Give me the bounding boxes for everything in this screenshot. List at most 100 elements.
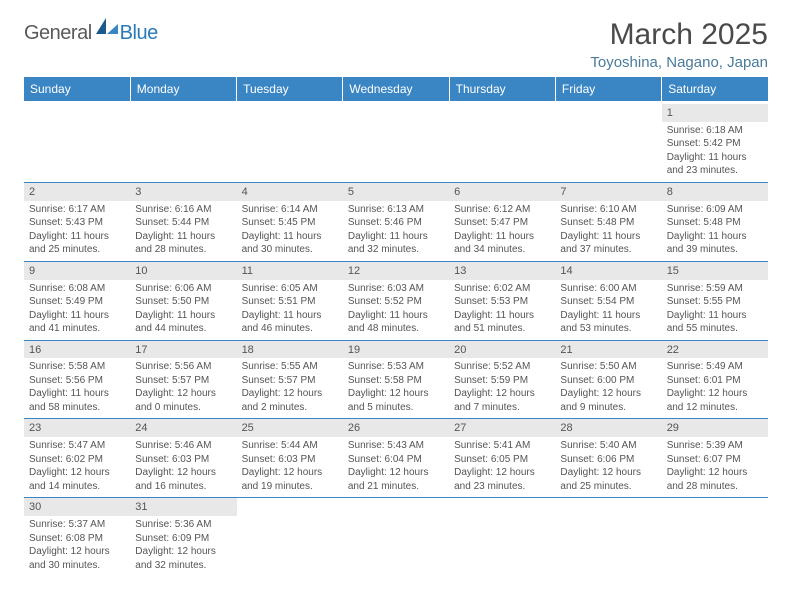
day-number: 14 — [555, 262, 661, 280]
calendar-week-row: 30Sunrise: 5:37 AMSunset: 6:08 PMDayligh… — [24, 498, 768, 576]
sunset-text: Sunset: 5:43 PM — [29, 216, 125, 230]
sunset-text: Sunset: 5:51 PM — [242, 295, 338, 309]
calendar-day-cell: 17Sunrise: 5:56 AMSunset: 5:57 PMDayligh… — [130, 340, 236, 419]
daylight-text: Daylight: 12 hours and 25 minutes. — [560, 466, 656, 493]
calendar-day-cell: 20Sunrise: 5:52 AMSunset: 5:59 PMDayligh… — [449, 340, 555, 419]
calendar-day-cell — [237, 101, 343, 182]
daylight-text: Daylight: 11 hours and 37 minutes. — [560, 230, 656, 257]
location: Toyoshina, Nagano, Japan — [590, 54, 768, 71]
calendar-day-cell: 31Sunrise: 5:36 AMSunset: 6:09 PMDayligh… — [130, 498, 236, 576]
sunrise-text: Sunrise: 5:58 AM — [29, 360, 125, 374]
calendar-day-cell: 15Sunrise: 5:59 AMSunset: 5:55 PMDayligh… — [662, 261, 768, 340]
calendar-day-cell: 26Sunrise: 5:43 AMSunset: 6:04 PMDayligh… — [343, 419, 449, 498]
sunset-text: Sunset: 5:50 PM — [135, 295, 231, 309]
daylight-text: Daylight: 12 hours and 0 minutes. — [135, 387, 231, 414]
sunset-text: Sunset: 6:07 PM — [667, 453, 763, 467]
day-number: 28 — [555, 419, 661, 437]
sunset-text: Sunset: 6:03 PM — [135, 453, 231, 467]
sunset-text: Sunset: 5:42 PM — [667, 137, 763, 151]
sunset-text: Sunset: 5:48 PM — [560, 216, 656, 230]
daylight-text: Daylight: 11 hours and 39 minutes. — [667, 230, 763, 257]
sunset-text: Sunset: 5:56 PM — [29, 374, 125, 388]
sunset-text: Sunset: 5:47 PM — [454, 216, 550, 230]
sunset-text: Sunset: 5:49 PM — [29, 295, 125, 309]
calendar-day-cell: 4Sunrise: 6:14 AMSunset: 5:45 PMDaylight… — [237, 182, 343, 261]
calendar-day-cell: 24Sunrise: 5:46 AMSunset: 6:03 PMDayligh… — [130, 419, 236, 498]
daylight-text: Daylight: 12 hours and 19 minutes. — [242, 466, 338, 493]
sunset-text: Sunset: 6:06 PM — [560, 453, 656, 467]
sunrise-text: Sunrise: 5:47 AM — [29, 439, 125, 453]
sunrise-text: Sunrise: 6:18 AM — [667, 124, 763, 138]
calendar-day-cell: 27Sunrise: 5:41 AMSunset: 6:05 PMDayligh… — [449, 419, 555, 498]
daylight-text: Daylight: 11 hours and 44 minutes. — [135, 309, 231, 336]
calendar-day-cell: 6Sunrise: 6:12 AMSunset: 5:47 PMDaylight… — [449, 182, 555, 261]
day-number: 27 — [449, 419, 555, 437]
sunrise-text: Sunrise: 5:39 AM — [667, 439, 763, 453]
sunrise-text: Sunrise: 6:03 AM — [348, 282, 444, 296]
month-title: March 2025 — [590, 18, 768, 52]
logo-text-blue: Blue — [120, 22, 158, 45]
sunrise-text: Sunrise: 5:46 AM — [135, 439, 231, 453]
day-number: 18 — [237, 341, 343, 359]
calendar-week-row: 23Sunrise: 5:47 AMSunset: 6:02 PMDayligh… — [24, 419, 768, 498]
sunset-text: Sunset: 5:58 PM — [348, 374, 444, 388]
logo: General Blue — [24, 18, 158, 45]
calendar-table: Sunday Monday Tuesday Wednesday Thursday… — [24, 77, 768, 576]
sunset-text: Sunset: 5:52 PM — [348, 295, 444, 309]
sunrise-text: Sunrise: 6:10 AM — [560, 203, 656, 217]
daylight-text: Daylight: 12 hours and 30 minutes. — [29, 545, 125, 572]
calendar-day-cell: 19Sunrise: 5:53 AMSunset: 5:58 PMDayligh… — [343, 340, 449, 419]
sunrise-text: Sunrise: 5:36 AM — [135, 518, 231, 532]
sunrise-text: Sunrise: 5:43 AM — [348, 439, 444, 453]
day-number: 11 — [237, 262, 343, 280]
sunrise-text: Sunrise: 5:37 AM — [29, 518, 125, 532]
day-number: 21 — [555, 341, 661, 359]
calendar-day-cell — [449, 101, 555, 182]
daylight-text: Daylight: 12 hours and 5 minutes. — [348, 387, 444, 414]
calendar-day-cell: 3Sunrise: 6:16 AMSunset: 5:44 PMDaylight… — [130, 182, 236, 261]
daylight-text: Daylight: 11 hours and 51 minutes. — [454, 309, 550, 336]
day-number: 4 — [237, 183, 343, 201]
sunset-text: Sunset: 5:53 PM — [454, 295, 550, 309]
day-number: 13 — [449, 262, 555, 280]
sunset-text: Sunset: 5:59 PM — [454, 374, 550, 388]
daylight-text: Daylight: 11 hours and 53 minutes. — [560, 309, 656, 336]
calendar-day-cell: 21Sunrise: 5:50 AMSunset: 6:00 PMDayligh… — [555, 340, 661, 419]
calendar-day-cell: 14Sunrise: 6:00 AMSunset: 5:54 PMDayligh… — [555, 261, 661, 340]
calendar-day-cell — [555, 498, 661, 576]
sunrise-text: Sunrise: 5:55 AM — [242, 360, 338, 374]
sunrise-text: Sunrise: 5:40 AM — [560, 439, 656, 453]
sunrise-text: Sunrise: 6:08 AM — [29, 282, 125, 296]
sunrise-text: Sunrise: 6:02 AM — [454, 282, 550, 296]
daylight-text: Daylight: 12 hours and 2 minutes. — [242, 387, 338, 414]
sunrise-text: Sunrise: 6:09 AM — [667, 203, 763, 217]
calendar-day-cell: 23Sunrise: 5:47 AMSunset: 6:02 PMDayligh… — [24, 419, 130, 498]
calendar-day-cell: 5Sunrise: 6:13 AMSunset: 5:46 PMDaylight… — [343, 182, 449, 261]
sunrise-text: Sunrise: 5:52 AM — [454, 360, 550, 374]
day-number: 10 — [130, 262, 236, 280]
weekday-header: Sunday — [24, 77, 130, 101]
daylight-text: Daylight: 12 hours and 12 minutes. — [667, 387, 763, 414]
day-number: 9 — [24, 262, 130, 280]
calendar-day-cell — [343, 101, 449, 182]
sunrise-text: Sunrise: 5:41 AM — [454, 439, 550, 453]
calendar-day-cell — [662, 498, 768, 576]
sunrise-text: Sunrise: 6:17 AM — [29, 203, 125, 217]
title-block: March 2025 Toyoshina, Nagano, Japan — [590, 18, 768, 71]
calendar-week-row: 9Sunrise: 6:08 AMSunset: 5:49 PMDaylight… — [24, 261, 768, 340]
day-number: 22 — [662, 341, 768, 359]
daylight-text: Daylight: 11 hours and 58 minutes. — [29, 387, 125, 414]
daylight-text: Daylight: 11 hours and 41 minutes. — [29, 309, 125, 336]
weekday-header: Wednesday — [343, 77, 449, 101]
sunrise-text: Sunrise: 6:12 AM — [454, 203, 550, 217]
day-number: 23 — [24, 419, 130, 437]
logo-text-general: General — [24, 22, 92, 45]
day-number: 20 — [449, 341, 555, 359]
calendar-week-row: 1Sunrise: 6:18 AMSunset: 5:42 PMDaylight… — [24, 101, 768, 182]
day-number: 16 — [24, 341, 130, 359]
calendar-day-cell: 12Sunrise: 6:03 AMSunset: 5:52 PMDayligh… — [343, 261, 449, 340]
sunrise-text: Sunrise: 6:16 AM — [135, 203, 231, 217]
calendar-day-cell: 2Sunrise: 6:17 AMSunset: 5:43 PMDaylight… — [24, 182, 130, 261]
day-number: 1 — [662, 104, 768, 122]
day-number: 6 — [449, 183, 555, 201]
